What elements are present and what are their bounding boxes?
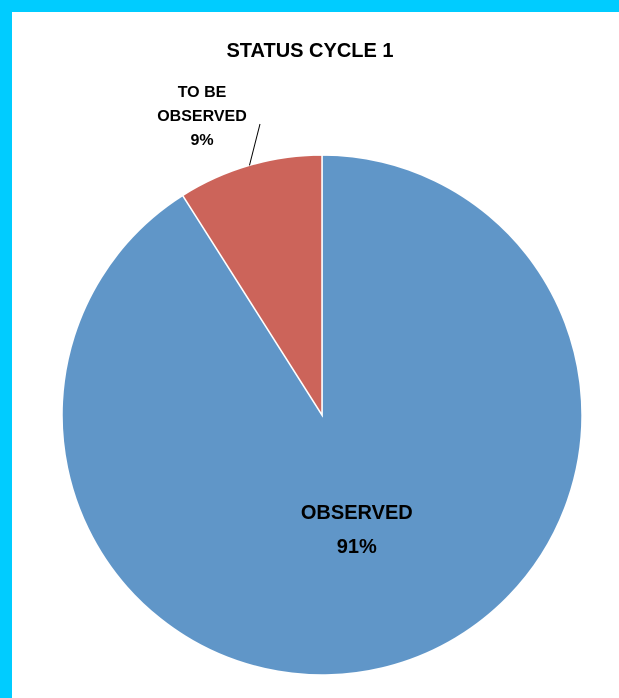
pie-chart: STATUS CYCLE 1 OBSERVED 91% TO BE OBSERVED 9… (61, 40, 583, 676)
pie-value-to-be-observed: 9% (190, 132, 213, 149)
leader-line (248, 123, 261, 166)
pie-label-observed: OBSERVED (301, 502, 413, 524)
pie-value-observed: 91% (337, 536, 377, 558)
pie-label-to-be-observed: OBSERVED (157, 108, 247, 125)
chart-title: STATUS CYCLE 1 (226, 40, 393, 62)
chart-frame: STATUS CYCLE 1 OBSERVED 91% TO BE OBSERVED 9… (12, 12, 619, 698)
pie-label-to-be-observed: TO BE (178, 84, 227, 101)
pie-slice-to-be-observed (181, 154, 323, 418)
